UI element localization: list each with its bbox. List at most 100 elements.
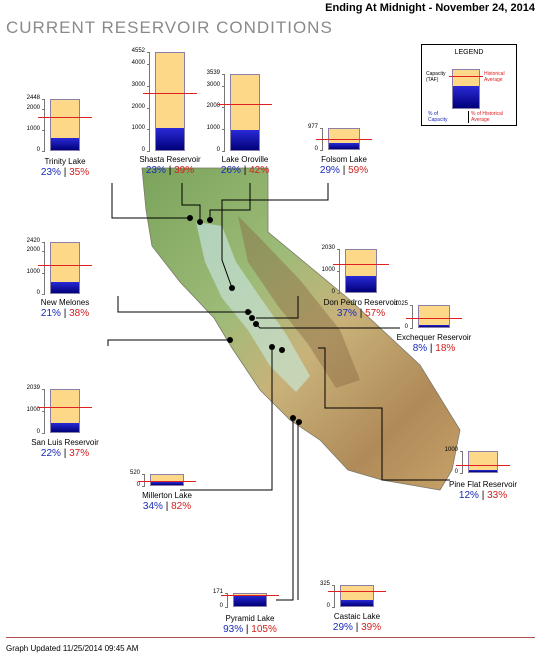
pct-separator: |: [339, 165, 349, 176]
capacity-bar: [50, 99, 80, 151]
gauge-tick-label: 3000: [206, 81, 220, 88]
reservoir-percentages: 93% | 105%: [190, 624, 310, 635]
gauge-tick: [337, 249, 340, 250]
pct-separator: |: [60, 308, 70, 319]
gauge-tick: [42, 272, 45, 274]
gauge-tick-label: 3539: [206, 70, 220, 76]
reservoir-name: Castaic Lake: [333, 612, 381, 621]
gauge-tick-label: 171: [212, 589, 223, 595]
storage-fill: [231, 130, 259, 150]
gauge-tick: [320, 150, 323, 151]
pct-of-historical: 39%: [174, 165, 195, 176]
gauge-tick: [337, 271, 340, 273]
footer-divider: [6, 637, 535, 638]
storage-fill: [329, 143, 359, 149]
pct-of-historical: 18%: [435, 343, 456, 354]
gauge-tick: [42, 294, 45, 295]
gauge-tick-label: 2000: [131, 103, 145, 110]
legend-capacity-swatch: [449, 69, 483, 109]
gauge-tick-label: 1000: [131, 125, 145, 132]
reservoir-percentages: 37% | 57%: [301, 308, 421, 319]
gauge-tick: [42, 108, 45, 110]
gauge-tick-label: 3000: [131, 81, 145, 88]
legend-storage-swatch: [453, 86, 479, 108]
gauge-tick-label: 0: [36, 290, 40, 296]
storage-fill: [51, 138, 79, 150]
gauge-tick-label: 2030: [321, 245, 335, 251]
legend-title: LEGEND: [454, 49, 484, 56]
gauge-tick-label: 325: [319, 581, 330, 587]
pct-of-capacity: 23%: [40, 167, 61, 178]
gauge-tick: [222, 74, 225, 75]
storage-fill: [341, 600, 373, 606]
pct-of-historical: 82%: [171, 501, 192, 512]
pct-of-capacity: 37%: [336, 308, 357, 319]
gauge-tick-label: 0: [326, 603, 330, 609]
gauge-tick: [142, 486, 145, 487]
gauge-tick-label: 0: [331, 289, 335, 295]
reservoir-name: Folsom Lake: [321, 155, 367, 164]
gauge-tick-label: 0: [36, 147, 40, 153]
gauge-axis: [224, 74, 225, 151]
gauge-tick: [460, 473, 463, 474]
legend-pct-capacity-label: % of Capacity: [428, 111, 448, 123]
historical-average-line: [328, 590, 386, 592]
gauge-tick-label: 2000: [26, 104, 40, 111]
capacity-bar: [155, 52, 185, 151]
historical-average-line: [38, 265, 92, 267]
gauge-tick: [42, 151, 45, 152]
capacity-bar: [340, 585, 374, 607]
legend-pct-historical-label: % of Historical Average: [468, 111, 517, 123]
gauge-tick-label: 1000: [26, 407, 40, 414]
gauge-axis: [339, 249, 340, 293]
pct-separator: |: [352, 622, 362, 633]
gauge-axis: [44, 389, 45, 433]
pct-of-capacity: 21%: [40, 308, 61, 319]
gauge-axis: [149, 52, 150, 151]
pct-of-historical: 33%: [487, 490, 508, 501]
historical-average-line: [218, 104, 272, 106]
gauge-tick: [42, 99, 45, 100]
pct-of-historical: 42%: [249, 165, 270, 176]
gauge-tick-label: 2000: [206, 103, 220, 110]
gauge-tick: [147, 85, 150, 87]
capacity-bar: [468, 451, 498, 473]
reservoir-name: New Melones: [40, 298, 90, 307]
reservoir-percentages: 34% | 82%: [107, 501, 227, 512]
pct-of-capacity: 93%: [223, 624, 244, 635]
gauge-tick-label: 1000: [26, 268, 40, 275]
reservoir-percentages: 22% | 37%: [5, 448, 125, 459]
historical-average-line: [38, 407, 92, 409]
pct-separator: |: [165, 165, 175, 176]
pct-separator: |: [356, 308, 366, 319]
gauge-tick: [332, 585, 335, 586]
historical-average-line: [316, 139, 372, 141]
reservoir-name: Exchequer Reservoir: [396, 333, 472, 342]
historical-average-line: [406, 317, 462, 319]
legend-capacity-label: Capacity (TAF): [426, 71, 446, 83]
pct-of-historical: 105%: [251, 624, 277, 635]
gauge-tick: [332, 607, 335, 608]
gauge-axis: [412, 305, 413, 328]
reservoir-name: Pyramid Lake: [225, 614, 275, 623]
connector-lines: [107, 183, 450, 601]
reservoir-name: Lake Oroville: [221, 155, 269, 164]
gauge-tick-label: 0: [314, 146, 318, 152]
storage-fill: [51, 282, 79, 293]
capacity-bar: [230, 74, 260, 151]
pct-of-capacity: 34%: [142, 501, 163, 512]
storage-fill: [234, 595, 266, 606]
pct-of-historical: 38%: [69, 308, 90, 319]
capacity-bar: [328, 128, 360, 150]
reservoir-percentages: 23% | 35%: [5, 167, 125, 178]
gauge-tick-label: 2000: [26, 247, 40, 254]
storage-fill: [346, 276, 376, 292]
reservoir-percentages: 26% | 42%: [185, 165, 305, 176]
historical-average-line: [138, 481, 196, 483]
gauge-tick-label: 0: [136, 482, 140, 488]
graph-updated-label: Graph Updated 11/25/2014 09:45 AM: [6, 644, 139, 653]
gauge-tick-label: 0: [454, 469, 458, 475]
gauge-tick: [147, 107, 150, 109]
reservoir-name: San Luis Reservoir: [31, 438, 99, 447]
